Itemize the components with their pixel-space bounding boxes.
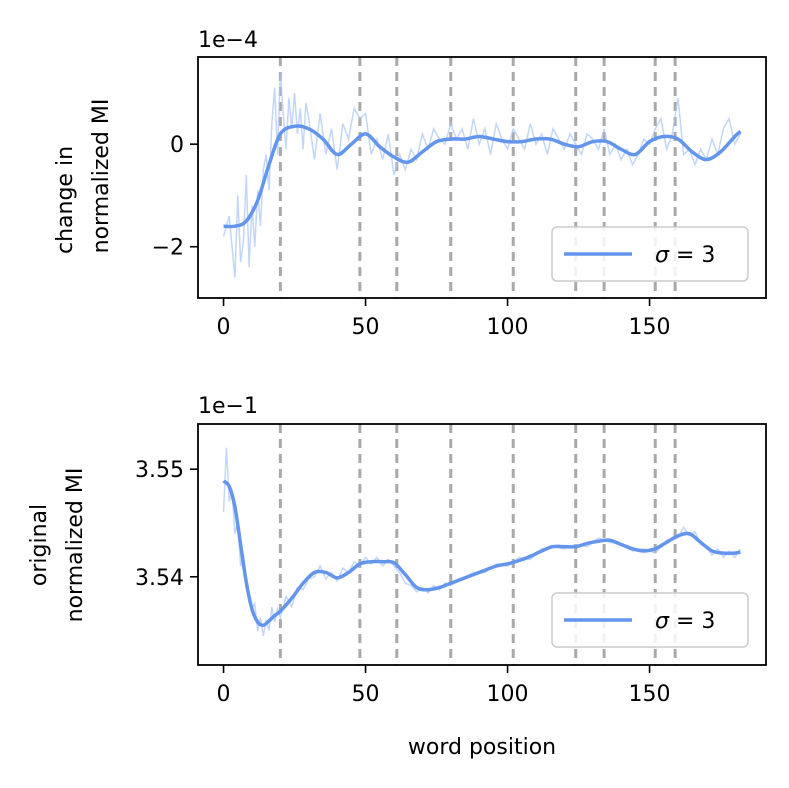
bottom-legend-box (551, 592, 749, 648)
bottom-legend-value: = 3 (669, 609, 715, 634)
top-raw-series-line (222, 72, 742, 278)
top-legend: σ = 3 (551, 226, 749, 282)
bottom-ytick-label-1: 3.55 (135, 458, 184, 483)
bottom-xtick-label-0: 0 (217, 682, 231, 707)
bottom-panel: 0 50 100 150 3.54 3.55 1e−1 original normali… (27, 394, 767, 760)
bottom-xtick-label-2: 100 (487, 682, 529, 707)
top-ytick-label-0: −2 (152, 236, 184, 261)
bottom-x-ticks: 0 50 100 150 (217, 665, 671, 707)
bottom-xtick-label-3: 150 (629, 682, 671, 707)
top-legend-value: = 3 (669, 243, 715, 268)
top-xtick-label-3: 150 (629, 315, 671, 340)
bottom-y-ticks: 3.54 3.55 (135, 458, 198, 591)
top-smoothed-series-line (223, 124, 742, 229)
bottom-ylabel-line-2: normalized MI (63, 468, 88, 623)
top-panel: 0 50 100 150 −2 0 1e−4 change in normalized … (53, 28, 767, 340)
bottom-smoothed-series-line (222, 479, 741, 627)
bottom-legend: σ = 3 (551, 592, 749, 648)
top-x-ticks: 0 50 100 150 (217, 298, 671, 340)
bottom-xlabel: word position (408, 735, 556, 760)
bottom-scale-label: 1e−1 (198, 394, 258, 419)
bottom-ylabel-line-1: original (27, 504, 52, 586)
bottom-xtick-label-1: 50 (352, 682, 380, 707)
top-y-ticks: −2 0 (152, 133, 198, 261)
top-xtick-label-1: 50 (352, 315, 380, 340)
top-ytick-label-1: 0 (170, 133, 184, 158)
bottom-legend-label: σ = 3 (655, 609, 715, 634)
top-legend-sigma: σ (655, 243, 670, 268)
top-legend-label: σ = 3 (655, 243, 715, 268)
bottom-axes-frame (197, 423, 767, 666)
top-scale-label: 1e−4 (198, 28, 258, 53)
top-axes-frame (197, 56, 767, 299)
top-xtick-label-2: 100 (487, 315, 529, 340)
bottom-ytick-label-0: 3.54 (135, 566, 184, 591)
top-ylabel-line-2: normalized MI (89, 99, 114, 254)
bottom-legend-sigma: σ (655, 609, 670, 634)
top-xtick-label-0: 0 (217, 315, 231, 340)
top-legend-box (551, 226, 749, 282)
top-ylabel-line-1: change in (53, 146, 78, 254)
